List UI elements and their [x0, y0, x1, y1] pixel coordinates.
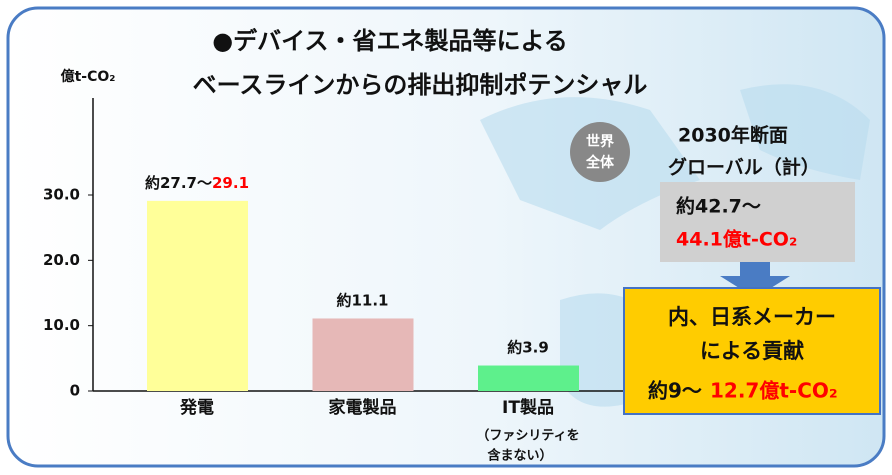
value-label: 約11.1: [336, 291, 388, 309]
value-label-part: 約27.7〜: [145, 173, 212, 191]
chart-title: ベースラインからの排出抑制ポテンシャル: [193, 71, 648, 99]
world-badge: [570, 122, 630, 182]
annotation: 世界: [586, 133, 615, 150]
annotation: 内、日系メーカー: [668, 305, 836, 329]
annotation: 約9〜: [648, 379, 702, 403]
bar: [147, 200, 248, 391]
value-label-part: 29.1: [212, 173, 249, 191]
bar: [478, 365, 579, 391]
annotation: 12.7億t-CO₂: [710, 379, 838, 403]
annotation: 全体: [585, 154, 615, 171]
y-tick-label: 0: [70, 382, 80, 400]
y-axis-label: 億t-CO₂: [61, 68, 116, 85]
x-tick-label: 発電: [179, 397, 214, 418]
value-label-part: 約11.1: [336, 291, 388, 309]
category-note: 含まない）: [486, 448, 552, 464]
global-box: [660, 182, 855, 262]
annotation: による貢献: [700, 339, 804, 363]
arrow: [720, 262, 790, 298]
value-label-part: 約3.9: [507, 338, 549, 356]
y-tick-label: 30.0: [43, 186, 80, 204]
value-label: 約27.7〜29.1: [145, 173, 249, 191]
annotation: 44.1億t-CO₂: [676, 228, 797, 251]
x-tick-label: 家電製品: [329, 397, 397, 418]
value-label: 約3.9: [507, 338, 549, 356]
chart-title: ●デバイス・省エネ製品等による: [212, 27, 568, 55]
japan-box: [623, 287, 881, 415]
x-tick-label: IT製品: [502, 397, 554, 418]
annotation: 2030年断面: [678, 124, 788, 147]
bar: [312, 318, 414, 391]
annotation: グローバル（計）: [668, 156, 820, 179]
category-note: （ファシリティを: [476, 428, 579, 444]
y-tick-label: 20.0: [43, 251, 80, 269]
annotation: 約42.7〜: [676, 195, 761, 218]
y-tick-label: 10.0: [43, 316, 80, 334]
